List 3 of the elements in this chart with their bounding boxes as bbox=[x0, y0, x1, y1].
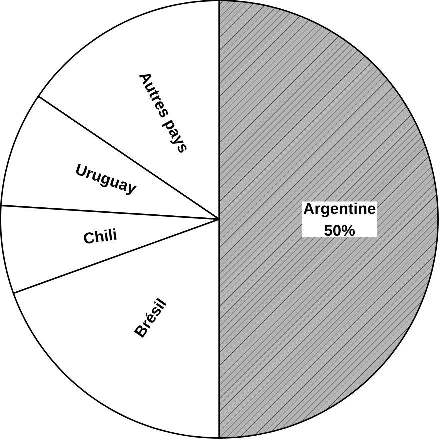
slice-label: Chili bbox=[84, 228, 117, 244]
data-label: 50% bbox=[324, 225, 356, 236]
slice-label: Argentine bbox=[304, 202, 376, 218]
